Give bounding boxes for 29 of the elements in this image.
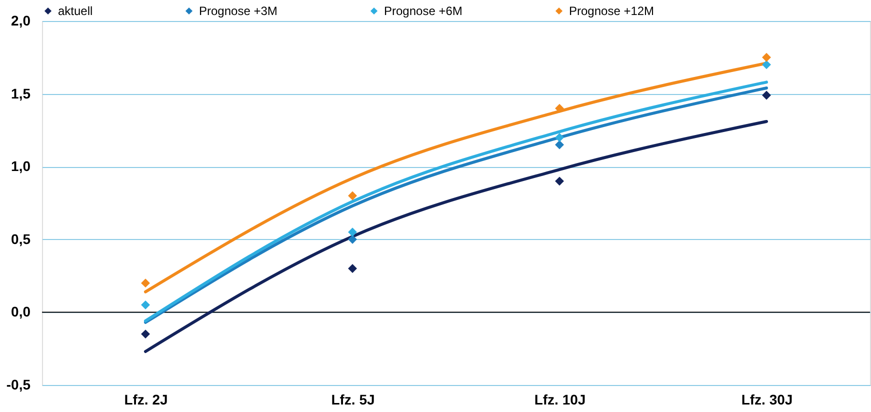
- point: [555, 140, 564, 150]
- point: [141, 278, 150, 288]
- line-series: [144, 120, 768, 354]
- legend-label: Prognose +3M: [199, 4, 278, 18]
- x-tick-label: Lfz. 10J: [534, 392, 586, 408]
- x-tick-label: Lfz. 2J: [124, 392, 168, 408]
- y-tick-label: -0,5: [6, 376, 31, 392]
- legend-label: Prognose +12M: [569, 4, 654, 18]
- y-tick-label: 2,0: [11, 12, 31, 28]
- x-tick-label: Lfz. 30J: [741, 392, 793, 408]
- x-tick-label: Lfz. 5J: [331, 392, 375, 408]
- point: [348, 234, 357, 244]
- legend-label: aktuell: [58, 4, 93, 18]
- point: [555, 104, 564, 113]
- point: [141, 300, 150, 310]
- legend-label: Prognose +6M: [384, 4, 462, 18]
- point: [762, 90, 771, 100]
- point: [555, 133, 564, 142]
- y-tick-label: 1,0: [11, 158, 31, 174]
- point: [762, 52, 771, 62]
- y-tick-label: 1,5: [11, 85, 31, 102]
- point: [348, 228, 357, 237]
- point: [141, 330, 150, 339]
- y-tick-label: 0,5: [11, 230, 31, 247]
- point: [555, 176, 564, 186]
- point: [348, 191, 357, 200]
- point: [348, 264, 357, 273]
- y-tick-label: 0,0: [11, 304, 31, 320]
- point: [762, 60, 771, 70]
